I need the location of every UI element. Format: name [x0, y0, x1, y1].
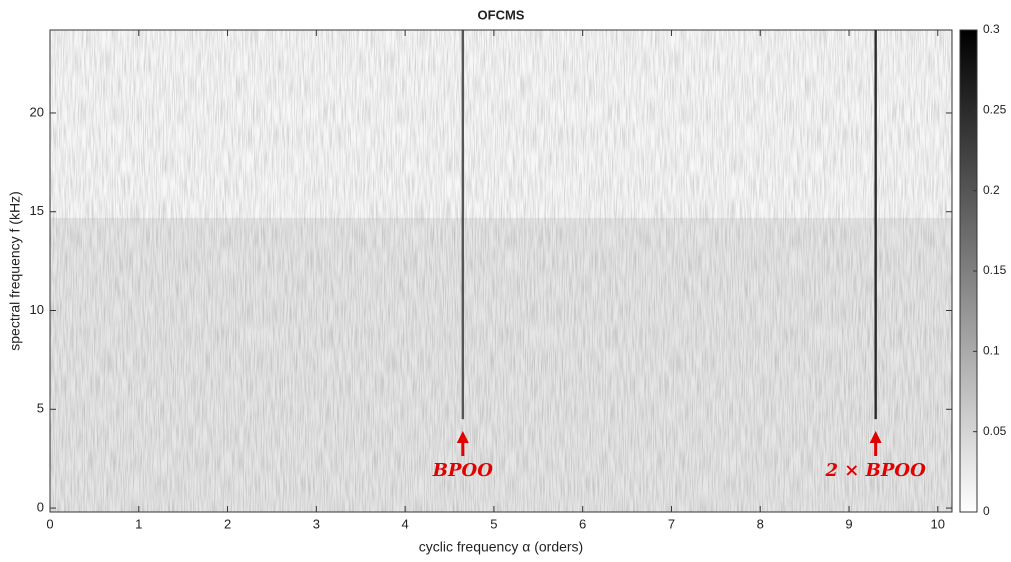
x-tick-label: 2: [224, 516, 231, 531]
annotation: 2 × BPOO: [825, 460, 927, 481]
spectral-line: [874, 30, 877, 420]
y-tick-label: 20: [30, 104, 44, 119]
annotation-arrowhead: [869, 431, 882, 443]
colorbar-tick-label: 0.15: [983, 263, 1007, 277]
annotation-arrowhead: [456, 431, 469, 443]
y-tick-label: 10: [30, 302, 44, 317]
x-tick-label: 6: [579, 516, 586, 531]
x-axis-label: cyclic frequency α (orders): [419, 539, 583, 555]
x-tick-label: 3: [313, 516, 320, 531]
x-tick-label: 5: [490, 516, 497, 531]
x-tick-label: 10: [931, 516, 945, 531]
colorbar-tick-label: 0.25: [983, 103, 1007, 117]
colorbar-tick-label: 0: [983, 504, 990, 518]
y-tick-label: 15: [30, 203, 44, 218]
chart-title: OFCMS: [478, 7, 525, 22]
annotation: BPOO: [432, 460, 493, 481]
colorbar-tick-label: 0.2: [983, 183, 1000, 197]
plot-frame: [49, 29, 953, 513]
y-tick-label: 5: [37, 401, 44, 416]
colorbar-tick-label: 0.3: [983, 22, 1000, 36]
x-tick-label: 7: [668, 516, 675, 531]
colorbar-tick-label: 0.1: [983, 344, 1000, 358]
texture: [50, 30, 952, 512]
colorbar-tick-label: 0.05: [983, 424, 1007, 438]
x-tick-label: 8: [757, 516, 764, 531]
y-axis-label: spectral frequency f (kHz): [7, 191, 23, 351]
x-tick-label: 9: [845, 516, 852, 531]
spectral-line: [461, 30, 465, 420]
y-tick-label: 0: [37, 499, 44, 514]
x-tick-label: 0: [46, 516, 53, 531]
x-tick-label: 4: [402, 516, 409, 531]
x-tick-label: 1: [135, 516, 142, 531]
